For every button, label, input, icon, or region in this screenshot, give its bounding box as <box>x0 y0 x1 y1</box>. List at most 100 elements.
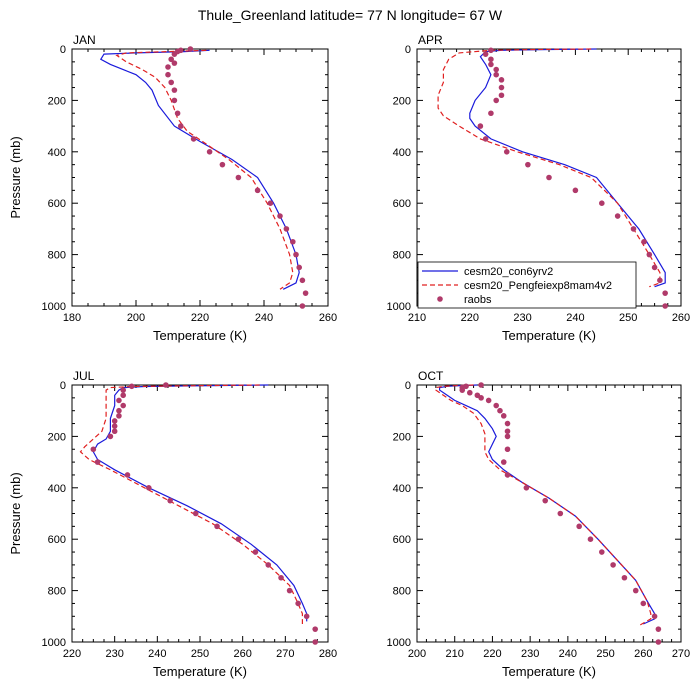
raobs-point <box>171 87 178 93</box>
raobs-point <box>120 392 126 399</box>
y-tick-label: 1000 <box>42 637 66 649</box>
series-line-cesm20_Pengfeiexp8mam4v2 <box>437 48 661 288</box>
x-tick-label: 200 <box>408 648 426 660</box>
raobs-point <box>290 238 296 245</box>
raobs-point <box>459 387 466 393</box>
legend-label: cesm20_con6yrv2 <box>464 266 553 278</box>
raobs-point <box>651 264 658 271</box>
raobs-point <box>542 497 549 504</box>
figure-title: Thule_Greenland latitude= 77 N longitude… <box>198 7 503 23</box>
raobs-point <box>587 536 594 542</box>
raobs-point <box>168 79 174 86</box>
y-tick-label: 800 <box>48 586 66 598</box>
raobs-point <box>120 387 126 393</box>
raobs-point <box>572 187 579 194</box>
raobs-point <box>467 389 473 396</box>
raobs-point <box>235 536 242 542</box>
raobs-point <box>504 472 511 478</box>
series-line-cesm20_con6yrv2 <box>99 49 300 290</box>
raobs-point <box>171 97 178 104</box>
raobs-point <box>312 639 319 645</box>
series-line-cesm20_con6yrv2 <box>439 384 656 625</box>
raobs-point <box>655 626 662 632</box>
y-tick-label: 600 <box>393 198 411 210</box>
raobs-point <box>252 549 259 555</box>
raobs-point <box>165 71 171 78</box>
raobs-point <box>488 47 494 54</box>
raobs-point <box>111 428 118 435</box>
y-tick-label: 200 <box>48 431 66 443</box>
raobs-point <box>124 472 131 478</box>
raobs-point <box>299 277 306 284</box>
series-line-cesm20_Pengfeiexp8mam4v2 <box>79 384 303 624</box>
raobs-point <box>165 64 171 70</box>
raobs-point <box>167 497 173 504</box>
panel-oct: 200 210 220 230 240 250 260 270 0 200 400 600 800 100… <box>387 369 691 679</box>
series-line-cesm20_Pengfeiexp8mam4v2 <box>115 49 294 290</box>
raobs-point <box>662 303 668 309</box>
raobs-point <box>295 600 301 607</box>
raobs-point <box>235 174 242 181</box>
x-tick-label: 260 <box>319 312 337 324</box>
raobs-point <box>493 66 500 73</box>
x-tick-label: 250 <box>191 648 209 660</box>
x-tick-label: 240 <box>566 312 584 324</box>
raobs-point <box>655 639 662 645</box>
raobs-point <box>146 485 152 491</box>
x-tick-label: 230 <box>521 648 539 660</box>
legend: cesm20_con6yrv2 cesm20_Pengfeiexp8mam4v2r… <box>417 261 637 309</box>
y-axis-title: Pressure (mb) <box>8 472 23 554</box>
raobs-point <box>497 407 503 414</box>
raobs-point <box>286 587 293 594</box>
y-tick-label: 1000 <box>42 301 66 313</box>
y-tick-label: 200 <box>393 431 411 443</box>
raobs-point <box>94 459 101 465</box>
x-tick-label: 230 <box>105 648 123 660</box>
raobs-point <box>482 136 489 142</box>
raobs-point <box>111 418 118 424</box>
raobs-point <box>504 420 511 427</box>
y-tick-label: 200 <box>393 95 411 107</box>
raobs-point <box>302 290 309 296</box>
x-axis-title: Temperature (K) <box>153 328 247 343</box>
y-tick-label: 0 <box>60 44 66 56</box>
x-tick-label: 220 <box>461 312 479 324</box>
raobs-point <box>621 574 628 581</box>
panel-label: JAN <box>73 33 96 47</box>
raobs-point <box>111 423 118 429</box>
raobs-point <box>163 382 169 388</box>
y-tick-label: 800 <box>48 250 66 262</box>
y-axis-title: Pressure (mb) <box>8 136 23 218</box>
legend-marker-raobs <box>437 296 443 302</box>
raobs-point <box>299 303 306 309</box>
x-tick-label: 180 <box>63 312 81 324</box>
y-tick-label: 1000 <box>387 637 411 649</box>
raobs-point <box>192 510 199 517</box>
raobs-point <box>478 382 484 388</box>
x-axis-title: Temperature (K) <box>502 328 596 343</box>
x-tick-label: 260 <box>672 312 690 324</box>
raobs-point <box>630 226 637 232</box>
x-tick-label: 210 <box>408 312 426 324</box>
raobs-point <box>488 61 494 68</box>
raobs-point <box>641 238 647 245</box>
raobs-point <box>500 413 507 419</box>
raobs-point <box>498 92 505 99</box>
x-tick-label: 200 <box>127 312 145 324</box>
plot-frame <box>71 48 329 307</box>
y-tick-label: 1000 <box>387 301 411 313</box>
raobs-point <box>120 402 126 409</box>
x-tick-label: 210 <box>446 648 464 660</box>
x-tick-label: 220 <box>483 648 501 660</box>
raobs-point <box>557 510 564 517</box>
x-tick-label: 270 <box>276 648 294 660</box>
y-tick-label: 800 <box>393 250 411 262</box>
raobs-point <box>503 149 510 155</box>
raobs-point <box>640 600 647 607</box>
raobs-point <box>116 397 122 404</box>
raobs-point <box>283 226 290 232</box>
raobs-point <box>610 562 616 568</box>
raobs-point <box>254 187 261 194</box>
y-tick-label: 600 <box>393 534 411 546</box>
